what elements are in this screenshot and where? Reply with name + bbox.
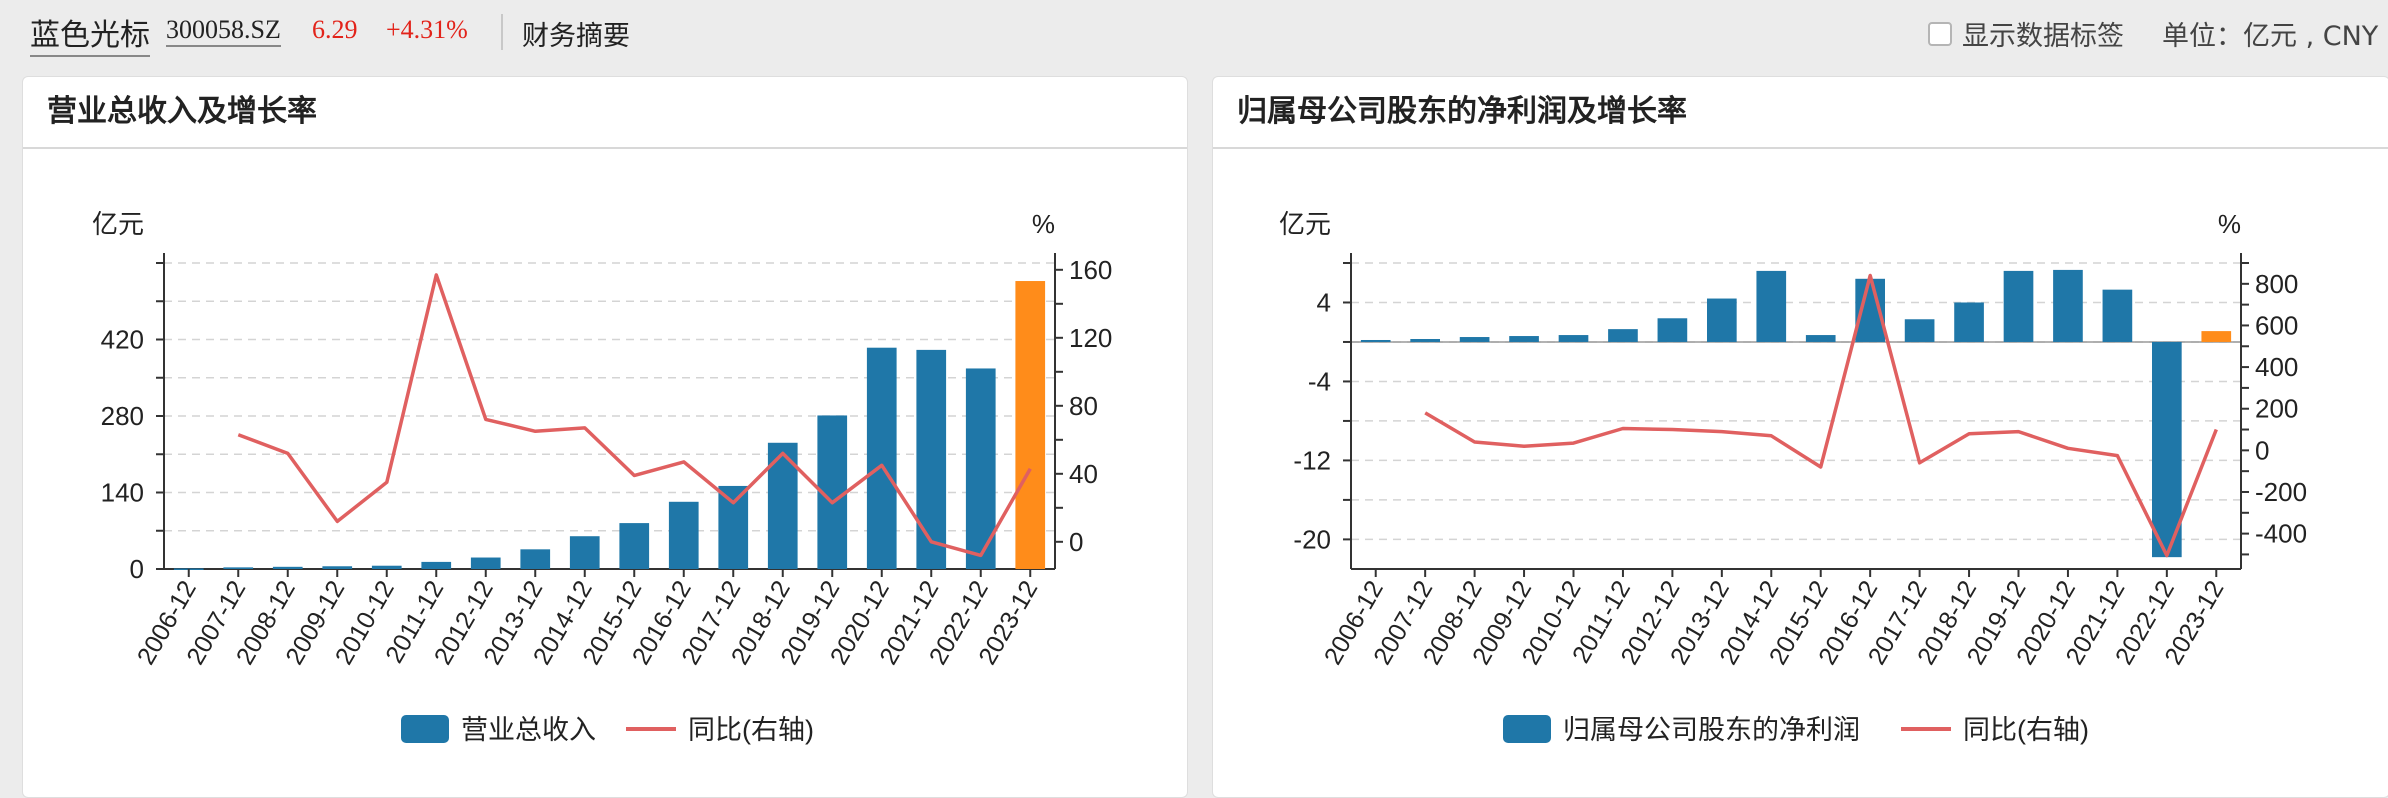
left-axis-unit: 亿元 bbox=[92, 209, 144, 239]
bar bbox=[1410, 339, 1440, 342]
bar bbox=[718, 485, 749, 569]
right-tick-label: 120 bbox=[1069, 323, 1112, 353]
bar bbox=[2102, 289, 2133, 342]
financial-summary-link[interactable]: 财务摘要 bbox=[522, 21, 630, 52]
growth-line bbox=[1424, 273, 2218, 558]
stock-change: +4.31% bbox=[386, 15, 468, 44]
bar bbox=[916, 349, 947, 569]
bar bbox=[1904, 319, 1935, 342]
bar bbox=[470, 557, 501, 569]
net-profit-chart-title: 归属母公司股东的净利润及增长率 bbox=[1213, 77, 2388, 149]
bar bbox=[1756, 270, 1787, 342]
bar bbox=[2003, 270, 2034, 342]
bar bbox=[223, 567, 254, 569]
bar bbox=[2201, 331, 2232, 342]
left-tick-label: -4 bbox=[1308, 366, 1331, 396]
revenue-chart-panel: 营业总收入及增长率 0 140 280 420 亿元 0 40 80 120 160% 2006-1… bbox=[22, 76, 1188, 798]
right-tick-label: 800 bbox=[2255, 269, 2298, 299]
bar bbox=[668, 501, 699, 569]
bar bbox=[1015, 281, 1046, 569]
right-tick-label: 600 bbox=[2255, 310, 2298, 340]
bar bbox=[1954, 302, 1984, 342]
bar bbox=[520, 549, 551, 569]
bar bbox=[1805, 335, 1836, 342]
revenue-chart: 0140280420亿元04080120160%2006-122007-1220… bbox=[92, 209, 1112, 745]
right-tick-label: 0 bbox=[2255, 435, 2269, 465]
stock-price: 6.29 bbox=[312, 15, 358, 44]
left-tick-label: -20 bbox=[1293, 524, 1331, 554]
legend-bar-swatch bbox=[401, 715, 449, 743]
bar bbox=[1657, 318, 1688, 342]
bar bbox=[2053, 269, 2083, 342]
left-axis-unit: 亿元 bbox=[1279, 209, 1331, 239]
right-tick-label: 0 bbox=[1069, 527, 1083, 557]
header-divider bbox=[501, 14, 503, 50]
growth-line bbox=[237, 273, 1032, 558]
show-data-labels-checkbox[interactable] bbox=[1928, 21, 1952, 46]
legend-bar-label: 营业总收入 bbox=[461, 715, 596, 745]
bar bbox=[1558, 335, 1589, 342]
right-tick-label: 160 bbox=[1069, 255, 1112, 285]
bar bbox=[1509, 336, 1539, 342]
bar bbox=[569, 536, 600, 569]
right-tick-label: 400 bbox=[2255, 352, 2298, 382]
right-axis-unit: % bbox=[1032, 209, 1055, 239]
bar bbox=[322, 566, 353, 569]
right-tick-label: 40 bbox=[1069, 459, 1098, 489]
bar bbox=[371, 565, 402, 569]
bar bbox=[2152, 341, 2182, 558]
legend-bar-label: 归属母公司股东的净利润 bbox=[1563, 715, 1860, 745]
right-tick-label: -200 bbox=[2255, 477, 2307, 507]
header-bar: 蓝色光标 300058.SZ 6.29 +4.31% 财务摘要 显示数据标签 单… bbox=[0, 0, 2388, 66]
left-tick-label: 140 bbox=[101, 478, 144, 508]
revenue-chart-title: 营业总收入及增长率 bbox=[23, 77, 1187, 149]
left-tick-label: -12 bbox=[1293, 445, 1331, 475]
legend-bar-swatch bbox=[1503, 715, 1551, 743]
legend-line-label: 同比(右轴) bbox=[688, 715, 814, 745]
left-tick-label: 4 bbox=[1317, 287, 1331, 317]
net-profit-chart: -20-12-44亿元-400-2000200400600800%2006-12… bbox=[1279, 209, 2307, 745]
bar bbox=[866, 347, 897, 569]
left-tick-label: 280 bbox=[101, 401, 144, 431]
stock-code-link[interactable]: 300058.SZ bbox=[166, 15, 281, 47]
bar bbox=[1608, 329, 1638, 342]
left-tick-label: 0 bbox=[130, 554, 144, 584]
show-data-labels-label: 显示数据标签 bbox=[1962, 21, 2124, 52]
stock-name-link[interactable]: 蓝色光标 bbox=[30, 10, 150, 57]
right-tick-label: 200 bbox=[2255, 394, 2298, 424]
net-profit-chart-panel: 归属母公司股东的净利润及增长率 -20 -12 -4 4 亿元 -400 -200 0 200 4… bbox=[1212, 76, 2388, 798]
right-axis-unit: % bbox=[2218, 209, 2241, 239]
bar bbox=[1707, 298, 1737, 342]
show-data-labels-toggle[interactable]: 显示数据标签 bbox=[1928, 14, 2124, 53]
right-tick-label: 80 bbox=[1069, 391, 1098, 421]
bar bbox=[1459, 337, 1490, 342]
unit-label: 单位：亿元 , CNY bbox=[2162, 21, 2379, 52]
bar bbox=[619, 523, 650, 569]
left-tick-label: 420 bbox=[101, 325, 144, 355]
right-tick-label: -400 bbox=[2255, 519, 2307, 549]
bar bbox=[1360, 339, 1391, 342]
bar bbox=[272, 566, 303, 569]
bar bbox=[421, 561, 452, 569]
legend-line-label: 同比(右轴) bbox=[1963, 715, 2089, 745]
